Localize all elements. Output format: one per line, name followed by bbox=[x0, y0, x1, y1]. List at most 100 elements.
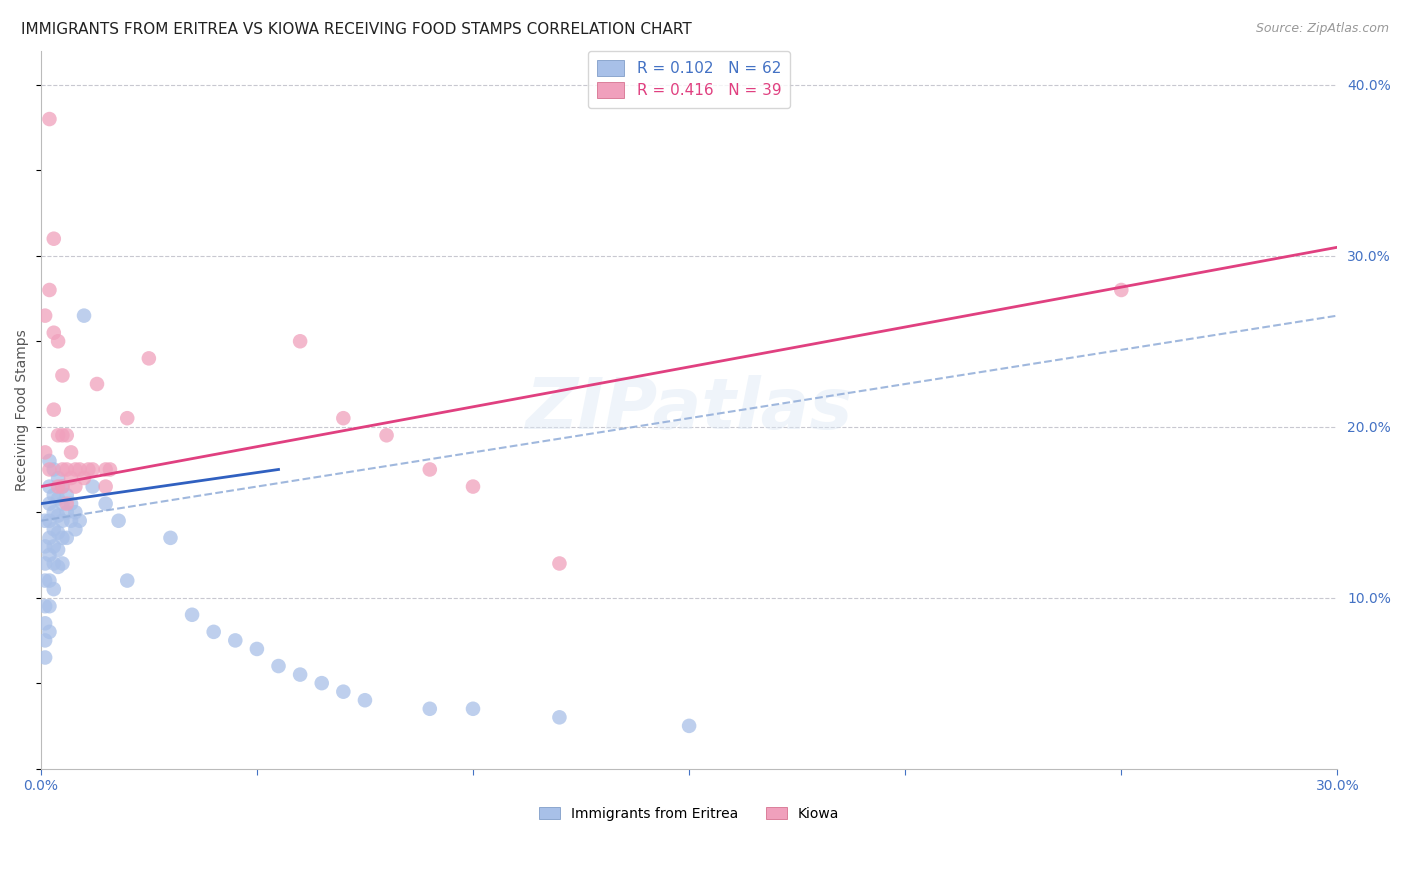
Point bbox=[34, 557, 56, 571]
Point bbox=[38, 514, 60, 528]
Text: Source: ZipAtlas.com: Source: ZipAtlas.com bbox=[1256, 22, 1389, 36]
Point bbox=[34, 574, 56, 588]
Point bbox=[117, 411, 139, 425]
Point bbox=[117, 574, 139, 588]
Point bbox=[38, 531, 60, 545]
Point bbox=[38, 454, 60, 468]
Point bbox=[461, 702, 484, 716]
Point bbox=[34, 616, 56, 631]
Point bbox=[34, 309, 56, 323]
Point bbox=[34, 540, 56, 554]
Point bbox=[288, 667, 311, 681]
Point bbox=[159, 531, 181, 545]
Point bbox=[202, 624, 225, 639]
Point bbox=[65, 505, 87, 519]
Point bbox=[34, 445, 56, 459]
Point bbox=[34, 633, 56, 648]
Point bbox=[51, 479, 73, 493]
Point bbox=[38, 112, 60, 126]
Legend: Immigrants from Eritrea, Kiowa: Immigrants from Eritrea, Kiowa bbox=[533, 801, 845, 826]
Point bbox=[46, 428, 69, 442]
Point bbox=[419, 462, 441, 476]
Point bbox=[55, 488, 77, 502]
Point bbox=[34, 599, 56, 614]
Point bbox=[38, 462, 60, 476]
Point bbox=[107, 514, 129, 528]
Point bbox=[46, 508, 69, 523]
Point bbox=[42, 540, 65, 554]
Point bbox=[34, 514, 56, 528]
Point bbox=[82, 462, 104, 476]
Point bbox=[51, 557, 73, 571]
Point bbox=[51, 497, 73, 511]
Point bbox=[94, 479, 117, 493]
Point bbox=[419, 702, 441, 716]
Point bbox=[461, 479, 484, 493]
Y-axis label: Receiving Food Stamps: Receiving Food Stamps bbox=[15, 329, 30, 491]
Point bbox=[42, 488, 65, 502]
Point bbox=[311, 676, 333, 690]
Point bbox=[42, 462, 65, 476]
Text: ZIPatlas: ZIPatlas bbox=[526, 376, 853, 444]
Point bbox=[42, 505, 65, 519]
Point bbox=[224, 633, 246, 648]
Point bbox=[65, 522, 87, 536]
Point bbox=[60, 445, 83, 459]
Point bbox=[86, 376, 108, 391]
Point bbox=[65, 479, 87, 493]
Point bbox=[38, 497, 60, 511]
Point bbox=[77, 462, 100, 476]
Point bbox=[38, 574, 60, 588]
Point bbox=[1111, 283, 1133, 297]
Point bbox=[60, 497, 83, 511]
Point bbox=[51, 531, 73, 545]
Point bbox=[42, 232, 65, 246]
Point bbox=[246, 642, 269, 657]
Point bbox=[55, 505, 77, 519]
Point bbox=[60, 471, 83, 485]
Point bbox=[73, 471, 96, 485]
Point bbox=[69, 462, 91, 476]
Point bbox=[51, 428, 73, 442]
Point bbox=[181, 607, 204, 622]
Point bbox=[51, 479, 73, 493]
Point bbox=[267, 659, 290, 673]
Point bbox=[46, 491, 69, 506]
Point bbox=[42, 522, 65, 536]
Point bbox=[375, 428, 398, 442]
Point bbox=[51, 462, 73, 476]
Point bbox=[548, 710, 571, 724]
Point bbox=[138, 351, 160, 366]
Point bbox=[94, 497, 117, 511]
Point bbox=[46, 560, 69, 574]
Point bbox=[46, 334, 69, 349]
Point bbox=[51, 514, 73, 528]
Point bbox=[38, 624, 60, 639]
Point bbox=[46, 525, 69, 540]
Point bbox=[98, 462, 121, 476]
Point bbox=[82, 479, 104, 493]
Point bbox=[332, 411, 354, 425]
Point bbox=[73, 309, 96, 323]
Text: IMMIGRANTS FROM ERITREA VS KIOWA RECEIVING FOOD STAMPS CORRELATION CHART: IMMIGRANTS FROM ERITREA VS KIOWA RECEIVI… bbox=[21, 22, 692, 37]
Point bbox=[42, 402, 65, 417]
Point bbox=[34, 650, 56, 665]
Point bbox=[46, 479, 69, 493]
Point bbox=[55, 462, 77, 476]
Point bbox=[55, 497, 77, 511]
Point bbox=[46, 542, 69, 557]
Point bbox=[38, 548, 60, 562]
Point bbox=[69, 514, 91, 528]
Point bbox=[38, 479, 60, 493]
Point bbox=[55, 428, 77, 442]
Point bbox=[38, 599, 60, 614]
Point bbox=[65, 462, 87, 476]
Point bbox=[678, 719, 700, 733]
Point bbox=[548, 557, 571, 571]
Point bbox=[332, 684, 354, 698]
Point bbox=[51, 368, 73, 383]
Point bbox=[42, 557, 65, 571]
Point bbox=[42, 582, 65, 596]
Point bbox=[55, 531, 77, 545]
Point bbox=[94, 462, 117, 476]
